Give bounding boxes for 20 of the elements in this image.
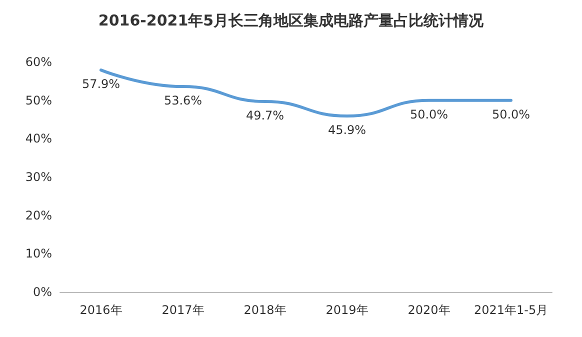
y-tick-label: 40% [25,132,52,146]
y-tick-label: 0% [32,285,52,299]
data-label: 53.6% [164,94,202,108]
x-tick-label: 2018年 [244,303,286,317]
x-tick-label: 2021年1-5月 [474,303,548,317]
y-tick-label: 10% [25,246,52,261]
y-tick-label: 50% [25,93,52,108]
data-label: 50.0% [410,107,448,122]
chart-title: 2016-2021年5月长三角地区集成电路产量占比统计情况 [98,12,485,30]
data-label: 57.9% [82,77,120,92]
x-tick-label: 2017年 [162,303,204,317]
data-label: 49.7% [246,108,284,122]
y-tick-label: 30% [25,170,52,184]
x-tick-label: 2020年 [408,303,450,317]
x-tick-label: 2016年 [80,303,122,317]
y-tick-label: 20% [25,208,52,222]
x-tick-label: 2019年 [326,303,368,317]
data-label: 50.0% [492,107,530,122]
data-label: 45.9% [328,123,366,138]
y-tick-label: 60% [25,55,52,69]
